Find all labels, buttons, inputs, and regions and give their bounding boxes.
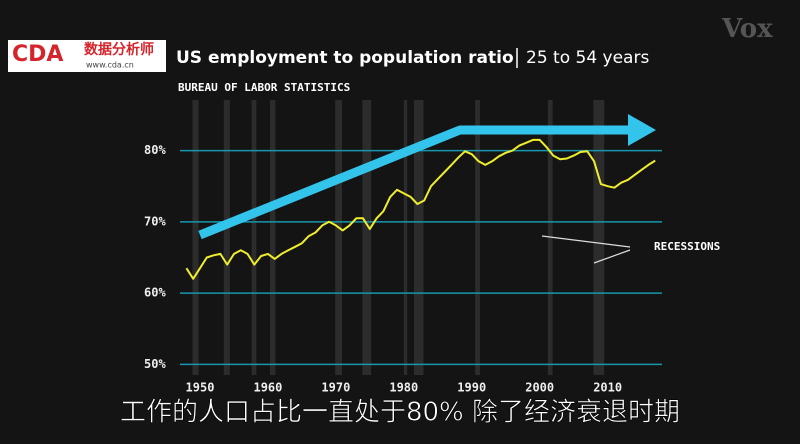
data-line bbox=[185, 138, 656, 280]
caption: 工作的人口占比一直处于80% 除了经济衰退时期 bbox=[120, 398, 680, 428]
watermark: Vox bbox=[721, 14, 773, 44]
x-tick-label: 2000 bbox=[525, 381, 554, 395]
grid: 50% 60% 70% 80% 1950 1960 1970 1980 1990 2000 2010 bbox=[144, 143, 662, 395]
recession-band bbox=[251, 100, 257, 375]
x-tick-label: 2010 bbox=[593, 381, 622, 395]
title-suffix: 25 to 54 years bbox=[526, 48, 649, 68]
recession-band bbox=[335, 100, 342, 375]
logo-url: www.cda.cn bbox=[86, 61, 134, 70]
pointer bbox=[593, 249, 631, 264]
recession-band bbox=[269, 100, 276, 375]
pointer bbox=[541, 235, 631, 248]
plot bbox=[185, 138, 656, 280]
y-tick-label: 70% bbox=[144, 214, 166, 228]
x-tick-label: 1990 bbox=[457, 381, 486, 395]
x-tick-label: 1970 bbox=[321, 381, 350, 395]
recession-band bbox=[223, 100, 230, 375]
y-tick-label: 60% bbox=[144, 286, 166, 300]
logo-box bbox=[8, 40, 166, 72]
source: BUREAU OF LABOR STATISTICS bbox=[178, 81, 350, 94]
trend-arrow bbox=[198, 125, 632, 240]
trend-arrowhead bbox=[628, 114, 656, 146]
chart-title: US employment to population ratio bbox=[176, 48, 514, 68]
recession-band bbox=[414, 100, 424, 375]
recession-band bbox=[403, 100, 408, 375]
x-tick-label: 1960 bbox=[253, 381, 282, 395]
logo: CDA bbox=[12, 42, 63, 67]
annotation: RECESSIONS bbox=[654, 240, 720, 253]
y-tick-label: 50% bbox=[144, 357, 166, 371]
x-tick-label: 1980 bbox=[389, 381, 418, 395]
recession-band bbox=[362, 100, 372, 375]
y-tick-label: 80% bbox=[144, 143, 166, 157]
recession-band bbox=[475, 100, 480, 375]
recession-band bbox=[192, 100, 199, 375]
recession-band bbox=[593, 100, 605, 375]
x-tick-label: 1950 bbox=[186, 381, 215, 395]
logo-cn: 数据分析师 bbox=[84, 41, 154, 58]
